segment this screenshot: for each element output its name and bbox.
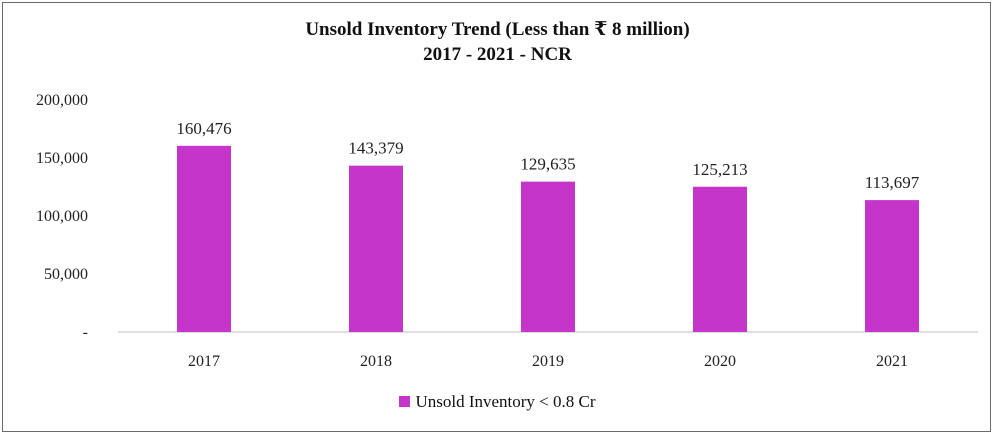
bar (693, 186, 747, 332)
x-tick-label: 2021 (876, 353, 908, 370)
data-label: 113,697 (865, 173, 920, 192)
y-tick-label: 50,000 (44, 266, 88, 283)
y-tick-label: 100,000 (36, 208, 88, 225)
data-label: 143,379 (348, 139, 403, 158)
legend: Unsold Inventory < 0.8 Cr (0, 392, 995, 412)
bar-chart: - 50,000 100,000 150,000 200,000 160,476 2017 1… (36, 92, 978, 370)
y-tick-label: 150,000 (36, 150, 88, 167)
y-tick-label: - (83, 324, 88, 341)
x-tick-label: 2020 (704, 353, 736, 370)
legend-swatch (399, 396, 411, 407)
legend-label: Unsold Inventory < 0.8 Cr (415, 392, 596, 411)
bar (521, 181, 575, 332)
data-label: 129,635 (520, 155, 575, 174)
data-label: 125,213 (692, 160, 747, 179)
bar (177, 145, 231, 332)
x-tick-label: 2018 (360, 353, 392, 370)
chart-subtitle: 2017 - 2021 - NCR (423, 44, 572, 65)
y-tick-label: 200,000 (36, 92, 88, 109)
bar (349, 165, 403, 332)
x-tick-label: 2019 (532, 353, 564, 370)
data-label: 160,476 (176, 119, 231, 138)
chart-title: Unsold Inventory Trend (Less than ₹ 8 mi… (305, 19, 690, 40)
bar (865, 200, 919, 332)
x-tick-label: 2017 (188, 353, 220, 370)
